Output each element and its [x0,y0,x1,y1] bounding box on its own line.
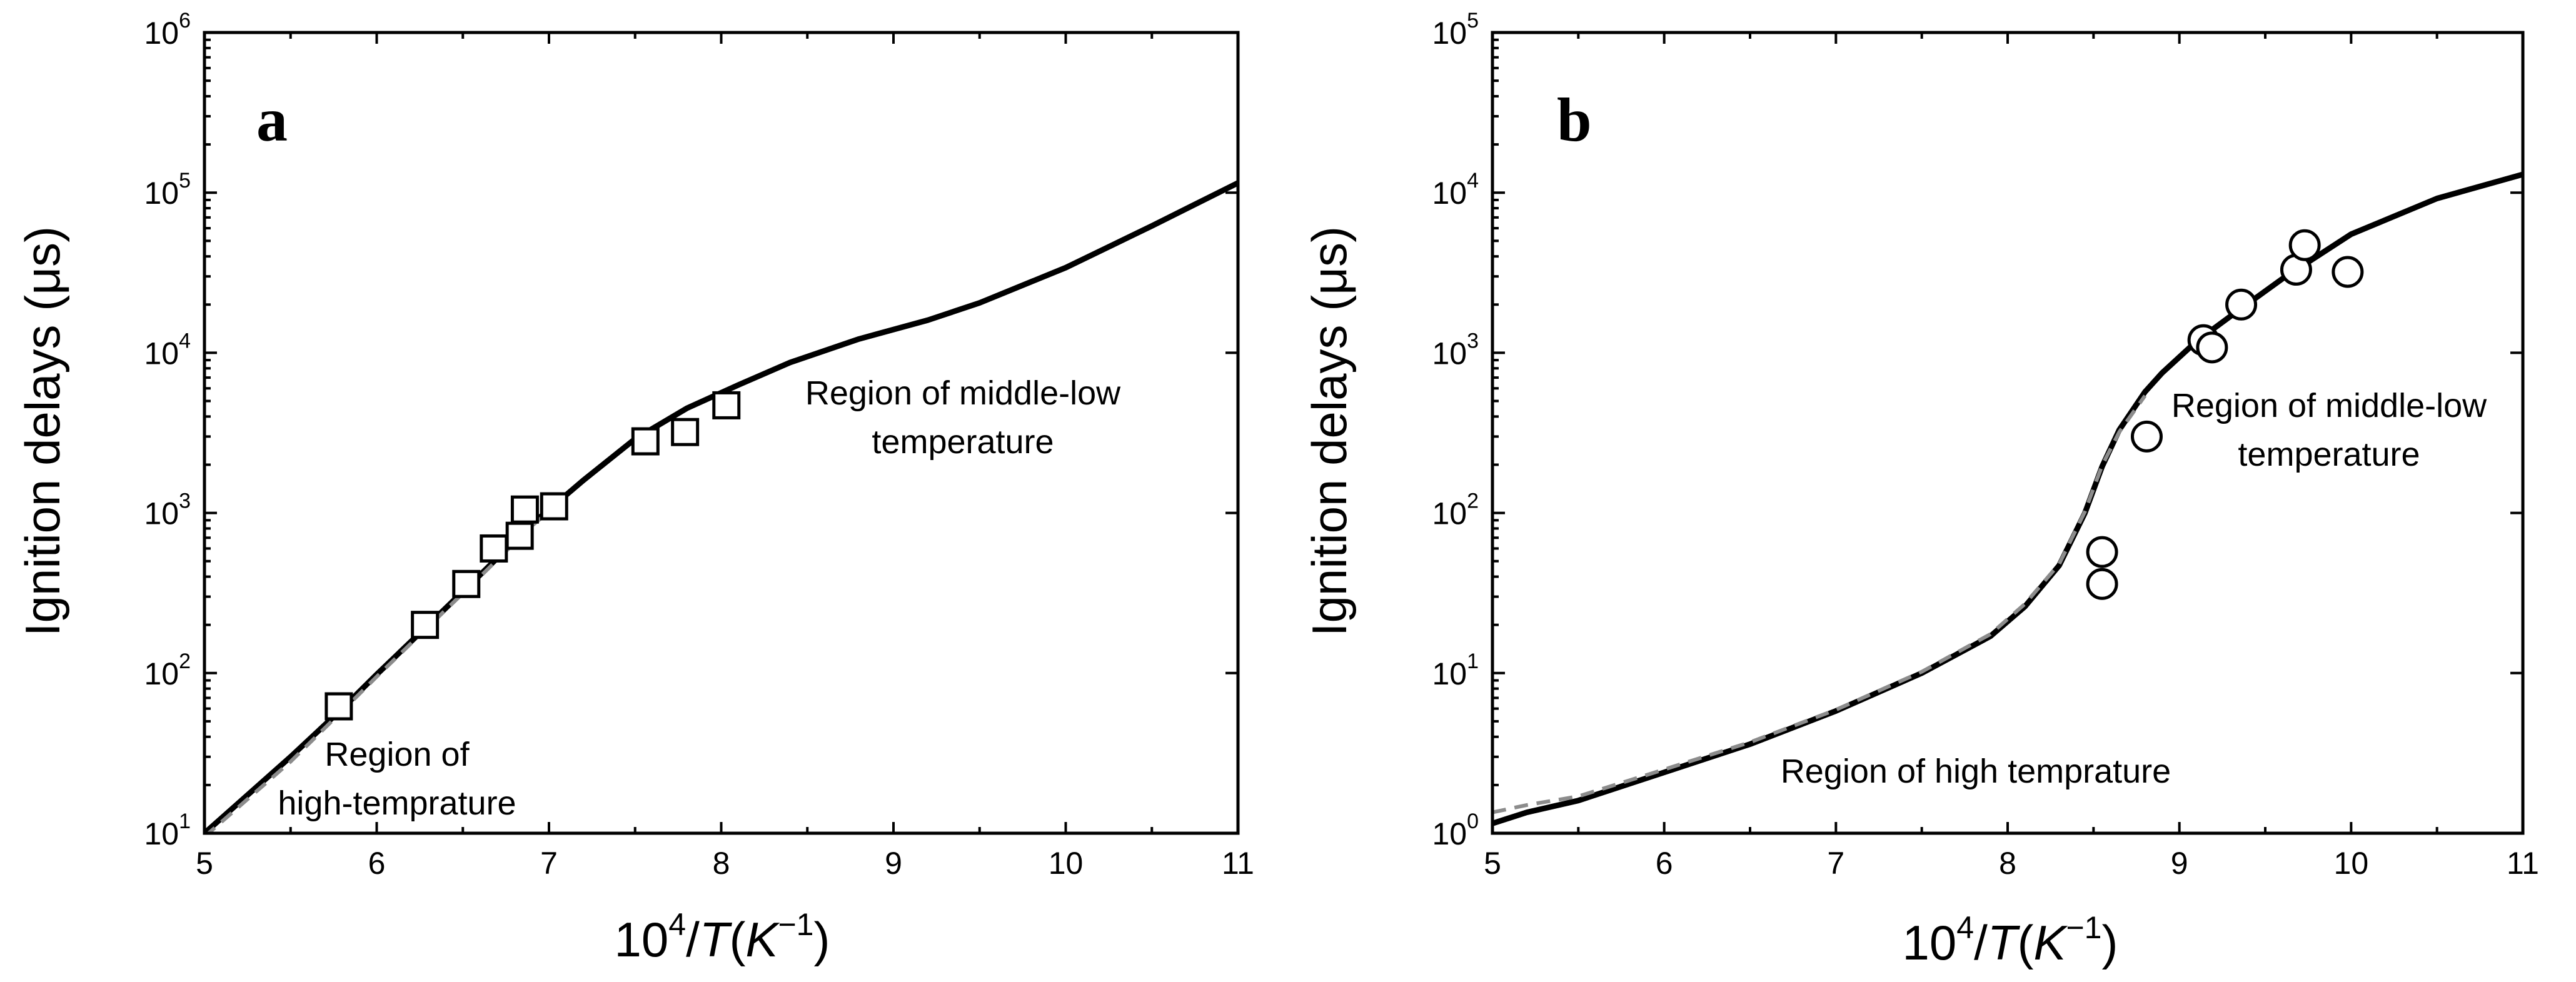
data-point-square [510,495,539,524]
x-tick-label: 9 [885,846,902,881]
y-tick-label: 105 [1432,9,1479,51]
x-tick-label: 10 [2334,846,2369,881]
annotation-low: Region of [325,736,470,773]
y-axis-title: Ignition delays (μs) [15,226,70,636]
data-point-square [712,391,741,419]
plot-area [1492,171,2523,826]
data-point-circle [2130,420,2163,453]
data-point-circle [2288,229,2321,261]
data-point-square [411,611,440,639]
x-tick-label: 5 [196,846,213,881]
plot-area [204,180,1238,833]
data-point-square [631,427,660,456]
y-tick-label: 106 [144,9,191,51]
x-tick-label: 9 [2171,846,2188,881]
data-point-circle [2086,568,2118,600]
y-tick-label: 101 [144,809,191,851]
data-point-circle [2196,331,2228,364]
x-tick-label: 10 [1049,846,1084,881]
y-tick-label: 105 [144,169,191,211]
data-point-square [452,569,481,598]
data-point-circle [2086,536,2118,568]
annotation-high: temperature [2238,436,2420,473]
y-tick-label: 103 [1432,329,1479,371]
data-point-square [480,534,508,563]
data-point-circle [2225,288,2258,321]
x-tick-label: 11 [1222,846,1254,881]
y-tick-label: 101 [1432,649,1479,691]
y-tick-label: 104 [1432,169,1479,211]
model-line-dashed [1492,394,2147,814]
y-tick-label: 104 [144,329,191,371]
x-tick-label: 7 [540,846,558,881]
x-tick-label: 5 [1484,846,1501,881]
annotation-low: high-temprature [278,784,516,822]
x-tick-label: 6 [368,846,386,881]
data-point-square [325,692,353,721]
y-tick-label: 102 [144,649,191,691]
data-point-circle [2332,256,2364,288]
annotation-low: Region of high temprature [1781,753,2171,790]
y-axis-title: Ignition delays (μs) [1302,226,1357,636]
x-axis-title: 104/T(K−1) [615,907,830,967]
data-point-square [540,492,568,521]
model-line-solid [1492,171,2523,826]
y-tick-label: 103 [144,489,191,531]
panel-label: a [256,85,288,154]
x-tick-label: 8 [1999,846,2016,881]
y-tick-label: 102 [1432,489,1479,531]
plot-frame [203,31,1240,835]
annotation-high: Region of middle-low [805,374,1121,412]
data-point-square [671,418,700,446]
x-tick-label: 8 [713,846,730,881]
chart-panel-b: 5 6 7 8 9 10 11 100 101 102 103 104 105 b Ignition del… [1302,9,2539,970]
panel-label: b [1557,85,1592,154]
x-tick-label: 7 [1827,846,1844,881]
x-tick-label: 11 [2507,846,2539,881]
data-point-square [505,521,534,550]
chart-panel-a: 5 6 7 8 9 10 11 101 102 103 104 105 106 a Ignition del… [15,9,1254,967]
annotation-high: temperature [872,423,1054,461]
annotation-high: Region of middle-low [2171,387,2487,424]
plot-frame [1491,31,2525,835]
y-tick-label: 100 [1432,809,1479,851]
x-axis-title: 104/T(K−1) [1903,910,2118,970]
x-tick-label: 6 [1656,846,1673,881]
